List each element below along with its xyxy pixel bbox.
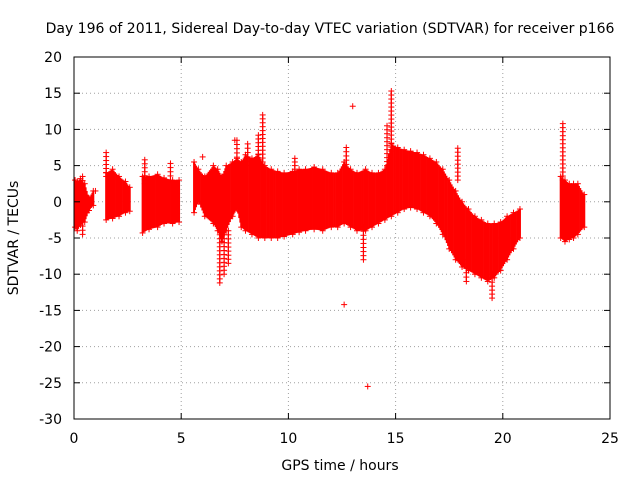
y-tick-label: -30	[39, 412, 62, 428]
y-tick-label: -25	[39, 376, 62, 392]
y-tick-label: 20	[44, 50, 62, 66]
y-tick-label: 5	[53, 159, 62, 175]
x-tick-label: 25	[601, 431, 619, 447]
y-tick-label: 15	[44, 86, 62, 102]
y-tick-label: -10	[39, 267, 62, 283]
x-tick-label: 15	[387, 431, 405, 447]
chart-title: Day 196 of 2011, Sidereal Day-to-day VTE…	[46, 21, 615, 37]
y-tick-label: 0	[53, 195, 62, 211]
y-tick-label: -15	[39, 303, 62, 319]
x-axis-label: GPS time / hours	[281, 458, 398, 474]
y-tick-label: -20	[39, 340, 62, 356]
x-tick-label: 5	[177, 431, 186, 447]
grid-lines	[74, 57, 610, 419]
x-tick-label: 0	[70, 431, 79, 447]
y-tick-label: 10	[44, 122, 62, 138]
y-tick-label: -5	[48, 231, 62, 247]
y-axis-label: SDTVAR / TECUs	[6, 181, 22, 296]
data-series	[72, 88, 588, 390]
x-tick-label: 10	[279, 431, 297, 447]
axis-ticks: 0 5 10 15 20 25 -30 -25 -20 -15 -10 -5 0 5 10 15 20	[39, 50, 619, 447]
x-tick-label: 20	[494, 431, 512, 447]
